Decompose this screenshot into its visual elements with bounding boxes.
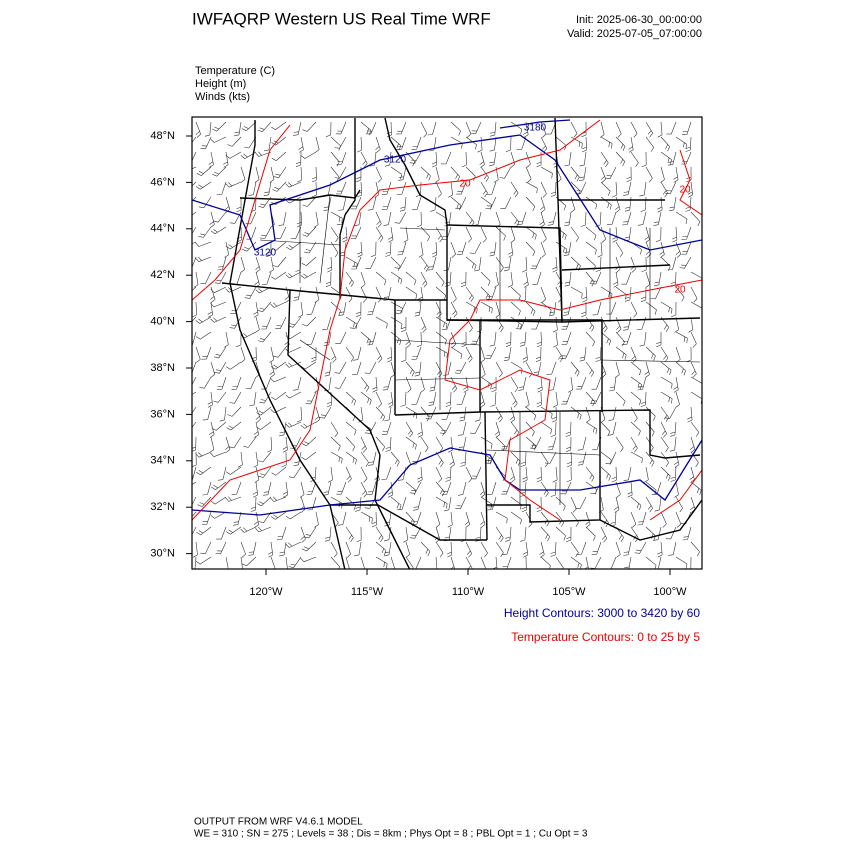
wind-barbs xyxy=(192,121,702,569)
lat-label: 38°N xyxy=(150,362,175,374)
temperature-contour-label: 20 xyxy=(674,285,686,296)
lat-label: 40°N xyxy=(150,316,175,328)
temperature-contour-label: 20 xyxy=(459,179,471,190)
plot-frame xyxy=(191,116,703,570)
lat-label: 44°N xyxy=(150,223,175,235)
field-label: Temperature (C) xyxy=(195,65,275,77)
lat-label: 36°N xyxy=(150,408,175,420)
lat-label: 34°N xyxy=(150,455,175,467)
lat-label: 46°N xyxy=(150,176,175,188)
footer-line: WE = 310 ; SN = 275 ; Levels = 38 ; Dis … xyxy=(194,829,588,840)
lat-label: 42°N xyxy=(150,269,175,281)
lon-label: 110°W xyxy=(452,586,485,598)
lat-label: 48°N xyxy=(150,130,175,142)
temperature-contour-label: 20 xyxy=(679,185,691,196)
lon-label: 120°W xyxy=(249,586,283,598)
footer-line: OUTPUT FROM WRF V4.6.1 MODEL xyxy=(194,817,363,828)
valid-time: Valid: 2025-07-05_07:00:00 xyxy=(567,28,702,40)
height-contour-label: 3120 xyxy=(254,248,277,259)
plot-area: 3180 3120 3120 20 20 20 xyxy=(192,117,702,569)
county-lines xyxy=(259,194,701,505)
height-contour-label: 3120 xyxy=(384,155,407,166)
height-legend: Height Contours: 3000 to 3420 by 60 xyxy=(504,606,700,620)
lat-label: 32°N xyxy=(150,501,175,513)
axis-ticks: 48°N 46°N 44°N 42°N 40°N 38°N 36°N 34°N 32°N 30°N… xyxy=(150,130,687,598)
lon-label: 115°W xyxy=(351,586,384,598)
contour-labels: 3180 3120 3120 20 20 20 xyxy=(254,123,691,296)
lon-label: 100°W xyxy=(653,586,687,598)
init-time: Init: 2025-06-30_00:00:00 xyxy=(576,14,702,26)
temperature-legend: Temperature Contours: 0 to 25 by 5 xyxy=(511,630,700,644)
field-label: Winds (kts) xyxy=(195,91,250,103)
field-label: Height (m) xyxy=(195,78,246,90)
height-contour-label: 3180 xyxy=(524,123,547,134)
title: IWFAQRP Western US Real Time WRF xyxy=(192,9,491,28)
height-contours xyxy=(192,119,702,516)
lat-label: 30°N xyxy=(150,548,175,560)
lon-label: 105°W xyxy=(552,586,586,598)
state-borders xyxy=(221,117,702,569)
temperature-contours xyxy=(192,119,702,521)
